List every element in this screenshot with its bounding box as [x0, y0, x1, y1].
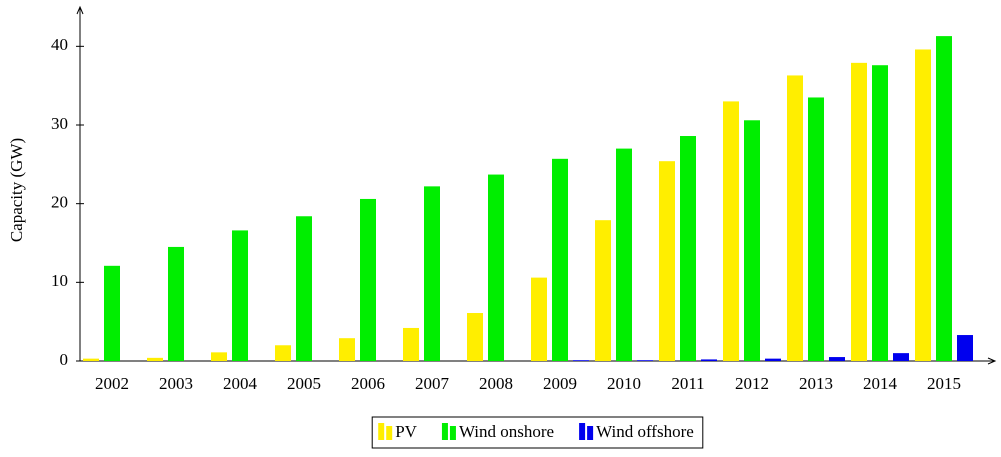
bar [957, 335, 973, 361]
y-tick-label: 0 [60, 350, 69, 369]
bar [104, 265, 120, 361]
x-tick-label: 2007 [415, 374, 450, 393]
bar [808, 97, 824, 361]
bar [467, 313, 483, 361]
bar [488, 174, 504, 361]
legend-swatch [378, 423, 385, 440]
legend-swatch [441, 423, 448, 440]
x-tick-label: 2004 [223, 374, 258, 393]
bar [424, 186, 440, 361]
y-tick-label: 20 [51, 193, 68, 212]
y-tick-label: 10 [51, 271, 68, 290]
bar [893, 353, 909, 361]
x-tick-label: 2014 [863, 374, 898, 393]
legend-swatch [449, 426, 456, 440]
bar [637, 360, 653, 361]
x-tick-label: 2003 [159, 374, 193, 393]
x-axis-arrow [987, 357, 997, 365]
bar [659, 161, 675, 361]
bar [147, 357, 163, 361]
x-tick-label: 2006 [351, 374, 385, 393]
bar [275, 345, 291, 361]
x-tick-label: 2013 [799, 374, 833, 393]
y-tick-label: 30 [51, 114, 68, 133]
legend-box [371, 416, 704, 449]
y-tick-label: 40 [51, 35, 68, 54]
bar [83, 358, 99, 361]
legend-label: Wind offshore [596, 422, 694, 441]
bar [168, 246, 184, 361]
bar [403, 327, 419, 361]
legend-swatch [579, 423, 586, 440]
bar [723, 101, 739, 362]
bar [573, 360, 589, 361]
bar [360, 198, 376, 361]
x-tick-label: 2010 [607, 374, 641, 393]
x-tick-label: 2005 [287, 374, 321, 393]
bar [680, 136, 696, 361]
bar [765, 358, 781, 361]
bar [787, 75, 803, 361]
x-tick-label: 2008 [479, 374, 513, 393]
bar [296, 216, 312, 361]
bar [339, 338, 355, 361]
bar [211, 352, 227, 361]
x-tick-label: 2012 [735, 374, 769, 393]
x-tick-label: 2011 [671, 374, 704, 393]
x-tick-label: 2009 [543, 374, 577, 393]
bar [616, 148, 632, 361]
y-axis-arrow [76, 5, 84, 15]
bar [872, 65, 888, 362]
bar [595, 220, 611, 361]
bar [851, 62, 867, 361]
legend-label: PV [395, 422, 417, 441]
bar [829, 357, 845, 361]
x-tick-label: 2015 [927, 374, 961, 393]
bar [531, 277, 547, 361]
bar [232, 230, 248, 361]
bar [936, 36, 952, 362]
x-tick-label: 2002 [95, 374, 129, 393]
legend-label: Wind onshore [459, 422, 554, 441]
bar [552, 158, 568, 361]
y-axis-label: Capacity (GW) [7, 138, 26, 242]
legend-swatch [386, 426, 393, 440]
legend-swatch [587, 426, 594, 440]
bar [915, 49, 931, 361]
bar [701, 359, 717, 361]
bar [744, 120, 760, 361]
